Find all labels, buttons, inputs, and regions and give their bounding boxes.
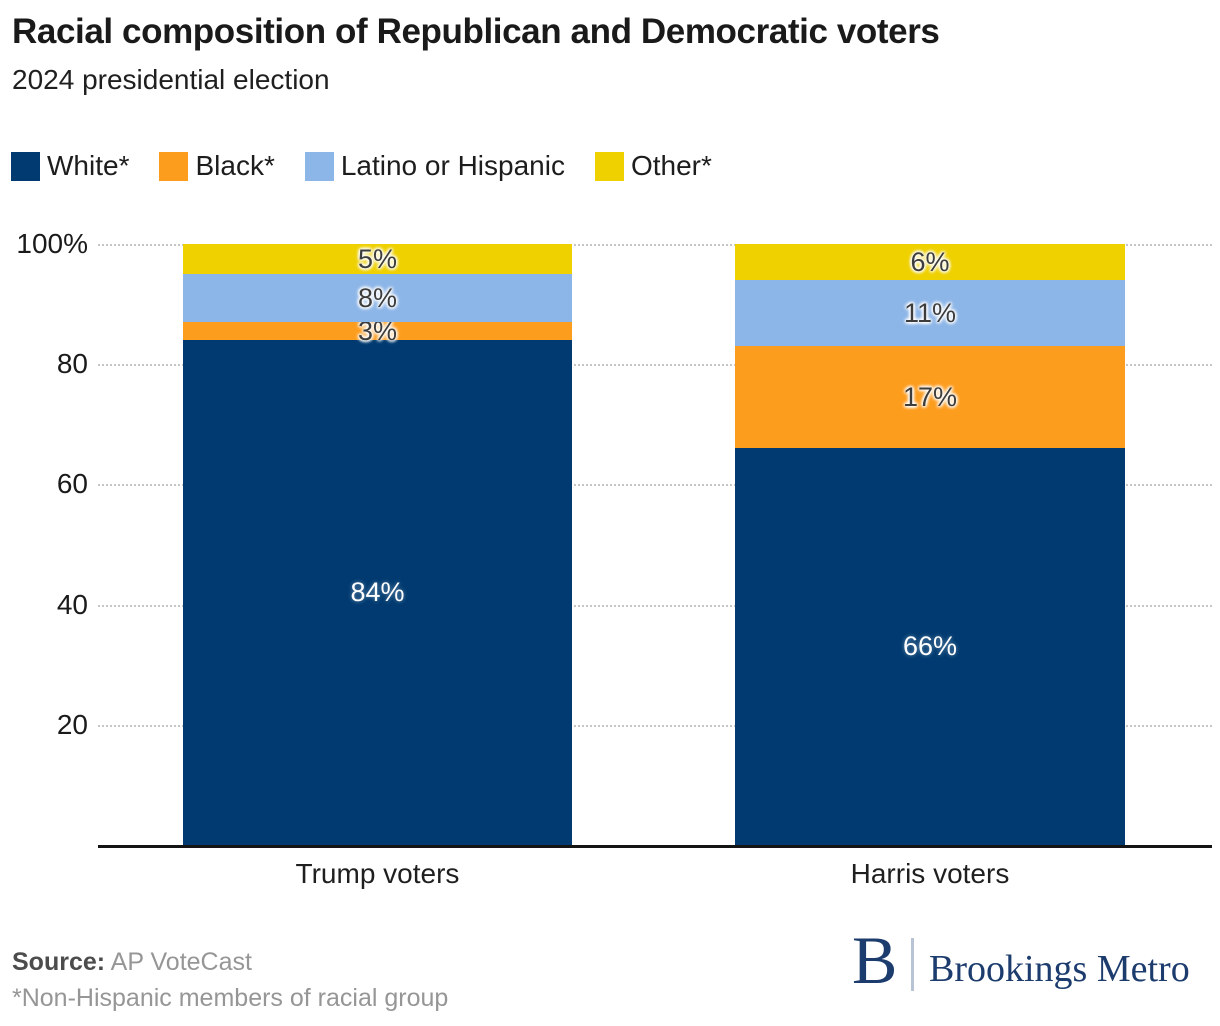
y-axis-tick-label: 80: [56, 348, 88, 380]
x-axis-line: [98, 845, 1212, 848]
y-axis-tick-label: 40: [56, 588, 88, 620]
gridline: [98, 484, 1212, 487]
y-axis-tick-label: 20: [56, 708, 88, 740]
gridline: [98, 364, 1212, 367]
stacked-bar: 66% 17% 11% 6%: [735, 244, 1125, 845]
legend-label: Other*: [630, 150, 712, 181]
gridline: [98, 604, 1212, 607]
legend-swatch-icon: [304, 151, 334, 181]
legend-label: White*: [47, 150, 130, 181]
bar-segment-value-label: 6%: [910, 246, 950, 277]
brookings-b-logo-icon: B: [852, 922, 898, 998]
x-axis-category-label: Trump voters: [295, 858, 460, 889]
bar-segment: 8%: [183, 274, 572, 323]
bar-segment: 84%: [183, 340, 572, 845]
source-value: AP VoteCast: [105, 948, 252, 976]
bar-segment: 3%: [183, 316, 572, 346]
footnote: *Non-Hispanic members of racial group: [12, 984, 449, 1012]
y-axis-tick-label: 60: [56, 468, 88, 500]
logo-wordmark: Brookings Metro: [929, 948, 1190, 990]
legend: White* Black* Latino or Hispanic Other*: [11, 150, 712, 182]
brookings-metro-logo: B Brookings Metro: [850, 922, 1216, 1002]
bar-segment: 11%: [735, 280, 1125, 347]
bar-segment-value-label: 17%: [902, 381, 958, 412]
bar-segment: 17%: [735, 346, 1125, 449]
gridline: [98, 724, 1212, 727]
chart-title: Racial composition of Republican and Dem…: [12, 12, 940, 51]
x-axis-category-label: Harris voters: [850, 858, 1010, 889]
legend-item: Latino or Hispanic: [304, 150, 565, 182]
bar-segment: 66%: [735, 448, 1125, 845]
bar-segment-value-label: 11%: [903, 297, 957, 328]
bar-segment: 5%: [183, 243, 572, 275]
source-line: Source: AP VoteCast: [12, 944, 252, 980]
logo-divider: [911, 938, 914, 991]
chart-subtitle: 2024 presidential election: [12, 64, 330, 95]
legend-label: Black*: [195, 150, 275, 181]
legend-item: Other*: [594, 150, 712, 182]
bar-segment-value-label: 84%: [350, 577, 405, 608]
legend-swatch-icon: [11, 151, 40, 181]
stacked-bar: 84% 3% 8% 5%: [183, 244, 572, 845]
bar-segment-value-label: 8%: [357, 282, 398, 313]
legend-label: Latino or Hispanic: [340, 150, 565, 181]
y-axis-tick-label: 100%: [16, 228, 88, 259]
source-label: Source:: [12, 948, 106, 976]
bar-segment-value-label: 66%: [902, 631, 958, 662]
legend-item: White*: [11, 150, 129, 182]
legend-swatch-icon: [159, 151, 189, 181]
legend-item: Black*: [159, 150, 275, 182]
bar-segment: 6%: [735, 244, 1125, 281]
gridline: [98, 244, 1212, 246]
bar-segment-value-label: 5%: [357, 243, 398, 274]
legend-swatch-icon: [594, 151, 624, 181]
